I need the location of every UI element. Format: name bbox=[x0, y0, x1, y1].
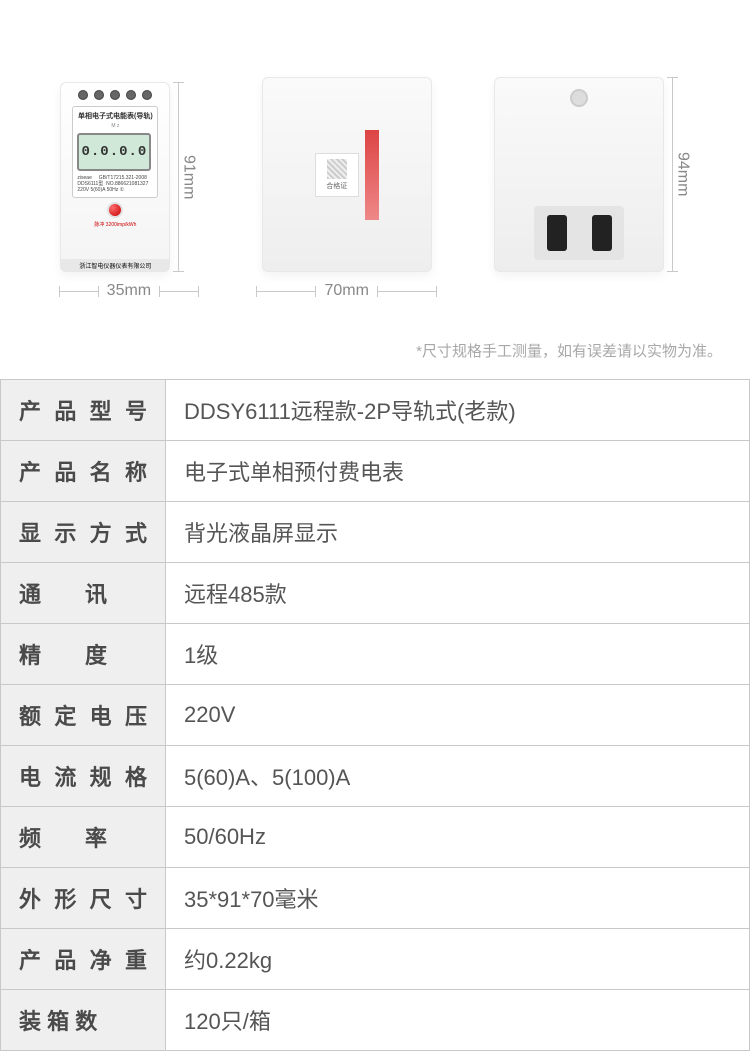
table-row: 产品净重约0.22kg bbox=[1, 929, 750, 990]
product-back-view: 94mm . bbox=[494, 77, 691, 300]
spec-value: 电子式单相预付费电表 bbox=[166, 441, 750, 502]
rail-clip-icon bbox=[534, 206, 624, 260]
table-row: 电流规格5(60)A、5(100)A bbox=[1, 746, 750, 807]
product-front-view: 单相电子式电能表(导轨) M z 0.0.0.0 ziseae GB/T1721… bbox=[59, 82, 199, 300]
red-button-icon bbox=[107, 202, 123, 218]
device-title: 单相电子式电能表(导轨) M z 0.0.0.0 ziseae GB/T1721… bbox=[72, 106, 158, 198]
spec-value: 220V bbox=[166, 685, 750, 746]
spec-key: 产品净重 bbox=[1, 929, 166, 990]
table-row: 精 度1级 bbox=[1, 624, 750, 685]
dim-front-width: 35mm bbox=[59, 282, 199, 300]
spec-key: 外形尺寸 bbox=[1, 868, 166, 929]
spec-value: 背光液晶屏显示 bbox=[166, 502, 750, 563]
mount-hole-icon bbox=[570, 89, 588, 107]
spec-key: 装 箱 数 bbox=[1, 990, 166, 1051]
spec-table: 产品型号DDSY6111远程款-2P导轨式(老款)产品名称电子式单相预付费电表显… bbox=[0, 379, 750, 1051]
spec-value: DDSY6111远程款-2P导轨式(老款) bbox=[166, 380, 750, 441]
spec-value: 120只/箱 bbox=[166, 990, 750, 1051]
spec-value: 1级 bbox=[166, 624, 750, 685]
table-row: 频 率50/60Hz bbox=[1, 807, 750, 868]
spec-value: 约0.22kg bbox=[166, 929, 750, 990]
table-row: 产品型号DDSY6111远程款-2P导轨式(老款) bbox=[1, 380, 750, 441]
product-images-row: 单相电子式电能表(导轨) M z 0.0.0.0 ziseae GB/T1721… bbox=[0, 0, 750, 310]
spec-key: 额定电压 bbox=[1, 685, 166, 746]
measurement-note: *尺寸规格手工测量，如有误差请以实物为准。 bbox=[0, 310, 750, 379]
spec-key: 显示方式 bbox=[1, 502, 166, 563]
spec-key: 产品型号 bbox=[1, 380, 166, 441]
table-row: 产品名称电子式单相预付费电表 bbox=[1, 441, 750, 502]
spec-value: 35*91*70毫米 bbox=[166, 868, 750, 929]
table-row: 通 讯远程485款 bbox=[1, 563, 750, 624]
spec-value: 5(60)A、5(100)A bbox=[166, 746, 750, 807]
qc-sticker: 合格证 bbox=[315, 153, 359, 197]
device-spec-print: ziseae GB/T17215.321-2008 DDS6111型 NO.88… bbox=[77, 175, 163, 193]
terminal-row bbox=[78, 90, 152, 100]
pulse-text: 脉冲 3200imp/kWh bbox=[94, 222, 136, 228]
device-side: 合格证 bbox=[262, 77, 432, 272]
table-row: 显示方式背光液晶屏显示 bbox=[1, 502, 750, 563]
spec-key: 精 度 bbox=[1, 624, 166, 685]
dim-back-height: 94mm bbox=[672, 77, 691, 272]
device-back bbox=[494, 77, 664, 272]
product-side-view: 合格证 70mm bbox=[256, 77, 436, 300]
device-front: 单相电子式电能表(导轨) M z 0.0.0.0 ziseae GB/T1721… bbox=[60, 82, 170, 272]
lcd-display: 0.0.0.0 bbox=[77, 133, 151, 171]
spec-value: 50/60Hz bbox=[166, 807, 750, 868]
spec-key: 频 率 bbox=[1, 807, 166, 868]
table-row: 额定电压220V bbox=[1, 685, 750, 746]
device-brand: 浙江智电仪器仪表有限公司 bbox=[60, 259, 170, 272]
table-row: 外形尺寸35*91*70毫米 bbox=[1, 868, 750, 929]
spec-key: 通 讯 bbox=[1, 563, 166, 624]
table-row: 装 箱 数120只/箱 bbox=[1, 990, 750, 1051]
spec-value: 远程485款 bbox=[166, 563, 750, 624]
spec-key: 电流规格 bbox=[1, 746, 166, 807]
side-strip-icon bbox=[365, 130, 379, 220]
dim-side-width: 70mm bbox=[256, 282, 436, 300]
dim-front-height: 91mm bbox=[178, 82, 197, 272]
spec-key: 产品名称 bbox=[1, 441, 166, 502]
